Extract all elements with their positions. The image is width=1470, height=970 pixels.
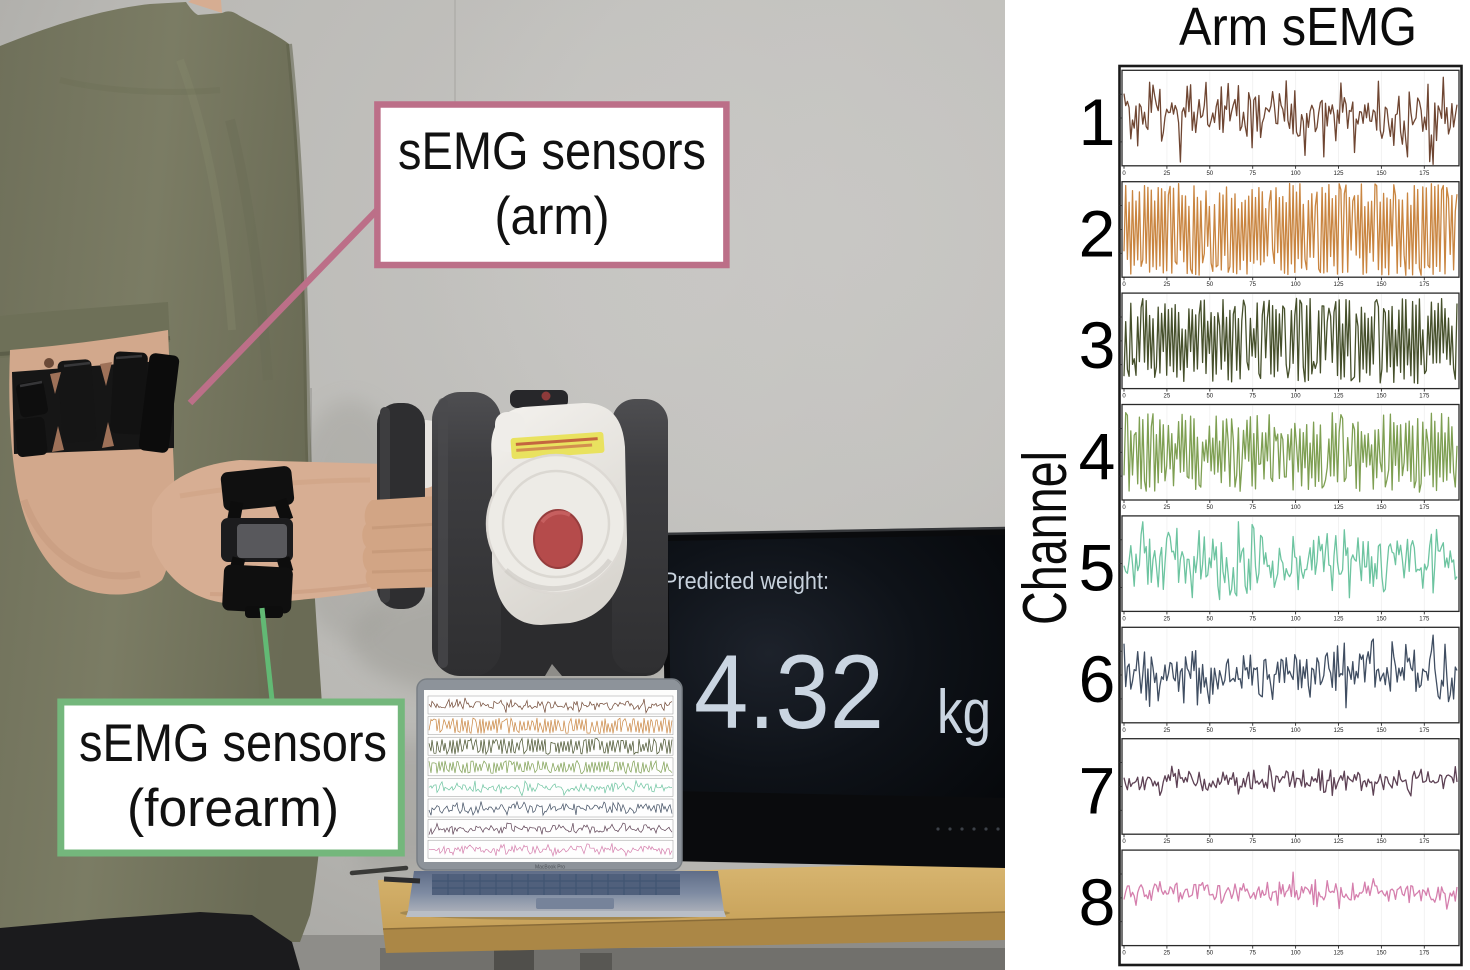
svg-text:50: 50 [1206, 282, 1213, 288]
svg-text:25: 25 [1164, 951, 1171, 957]
svg-text:0: 0 [1122, 839, 1126, 845]
svg-text:125: 125 [1333, 282, 1344, 288]
svg-text:150: 150 [1376, 394, 1387, 400]
svg-text:25: 25 [1164, 839, 1171, 845]
svg-text:Predicted weight:: Predicted weight: [663, 568, 829, 595]
svg-text:175: 175 [1419, 171, 1430, 177]
svg-text:150: 150 [1376, 282, 1387, 288]
svg-text:75: 75 [1249, 839, 1256, 845]
svg-text:kg: kg [937, 678, 991, 747]
svg-text:125: 125 [1333, 951, 1344, 957]
svg-text:100: 100 [1291, 728, 1302, 734]
svg-text:(forearm): (forearm) [127, 779, 339, 838]
svg-text:150: 150 [1376, 839, 1387, 845]
svg-text:150: 150 [1376, 505, 1387, 511]
svg-text:50: 50 [1206, 839, 1213, 845]
svg-text:175: 175 [1419, 728, 1430, 734]
svg-text:100: 100 [1291, 951, 1302, 957]
svg-text:0: 0 [1122, 616, 1126, 622]
svg-text:50: 50 [1206, 951, 1213, 957]
svg-text:0: 0 [1122, 171, 1126, 177]
svg-text:(arm): (arm) [495, 187, 610, 246]
svg-text:150: 150 [1376, 171, 1387, 177]
svg-text:MacBook Pro: MacBook Pro [535, 865, 565, 871]
svg-text:75: 75 [1249, 171, 1256, 177]
svg-text:6: 6 [1079, 642, 1116, 716]
svg-text:3: 3 [1079, 308, 1116, 382]
svg-text:175: 175 [1419, 394, 1430, 400]
svg-text:7: 7 [1079, 754, 1116, 828]
svg-text:5: 5 [1079, 531, 1116, 605]
svg-text:8: 8 [1079, 865, 1116, 939]
svg-text:175: 175 [1419, 505, 1430, 511]
svg-text:sEMG sensors: sEMG sensors [79, 714, 387, 773]
svg-text:75: 75 [1249, 951, 1256, 957]
svg-text:2: 2 [1079, 196, 1116, 270]
svg-text:75: 75 [1249, 616, 1256, 622]
svg-text:0: 0 [1122, 394, 1126, 400]
svg-text:100: 100 [1291, 394, 1302, 400]
svg-text:175: 175 [1419, 839, 1430, 845]
svg-text:100: 100 [1291, 171, 1302, 177]
svg-text:25: 25 [1164, 282, 1171, 288]
svg-text:75: 75 [1249, 728, 1256, 734]
svg-text:75: 75 [1249, 394, 1256, 400]
svg-text:25: 25 [1164, 171, 1171, 177]
svg-text:100: 100 [1291, 839, 1302, 845]
svg-text:25: 25 [1164, 616, 1171, 622]
svg-text:25: 25 [1164, 394, 1171, 400]
svg-text:125: 125 [1333, 728, 1344, 734]
svg-text:0: 0 [1122, 728, 1126, 734]
svg-text:150: 150 [1376, 951, 1387, 957]
svg-text:50: 50 [1206, 505, 1213, 511]
svg-text:Arm sEMG: Arm sEMG [1179, 0, 1417, 57]
svg-text:0: 0 [1122, 505, 1126, 511]
svg-text:sEMG sensors: sEMG sensors [398, 122, 706, 181]
svg-text:1: 1 [1079, 85, 1116, 159]
svg-text:100: 100 [1291, 505, 1302, 511]
svg-text:50: 50 [1206, 394, 1213, 400]
svg-text:50: 50 [1206, 616, 1213, 622]
svg-text:100: 100 [1291, 616, 1302, 622]
svg-text:125: 125 [1333, 394, 1344, 400]
svg-text:50: 50 [1206, 728, 1213, 734]
svg-text:0: 0 [1122, 951, 1126, 957]
svg-text:175: 175 [1419, 616, 1430, 622]
svg-text:125: 125 [1333, 171, 1344, 177]
svg-text:100: 100 [1291, 282, 1302, 288]
svg-text:75: 75 [1249, 505, 1256, 511]
svg-text:50: 50 [1206, 171, 1213, 177]
svg-text:150: 150 [1376, 728, 1387, 734]
svg-text:175: 175 [1419, 282, 1430, 288]
svg-text:25: 25 [1164, 728, 1171, 734]
svg-text:125: 125 [1333, 505, 1344, 511]
svg-text:25: 25 [1164, 505, 1171, 511]
svg-text:175: 175 [1419, 951, 1430, 957]
svg-text:Channel: Channel [1011, 451, 1080, 625]
svg-text:125: 125 [1333, 616, 1344, 622]
svg-text:150: 150 [1376, 616, 1387, 622]
svg-text:125: 125 [1333, 839, 1344, 845]
svg-text:0: 0 [1122, 282, 1126, 288]
svg-text:75: 75 [1249, 282, 1256, 288]
svg-text:4: 4 [1079, 419, 1116, 493]
svg-text:4.32: 4.32 [694, 634, 884, 751]
